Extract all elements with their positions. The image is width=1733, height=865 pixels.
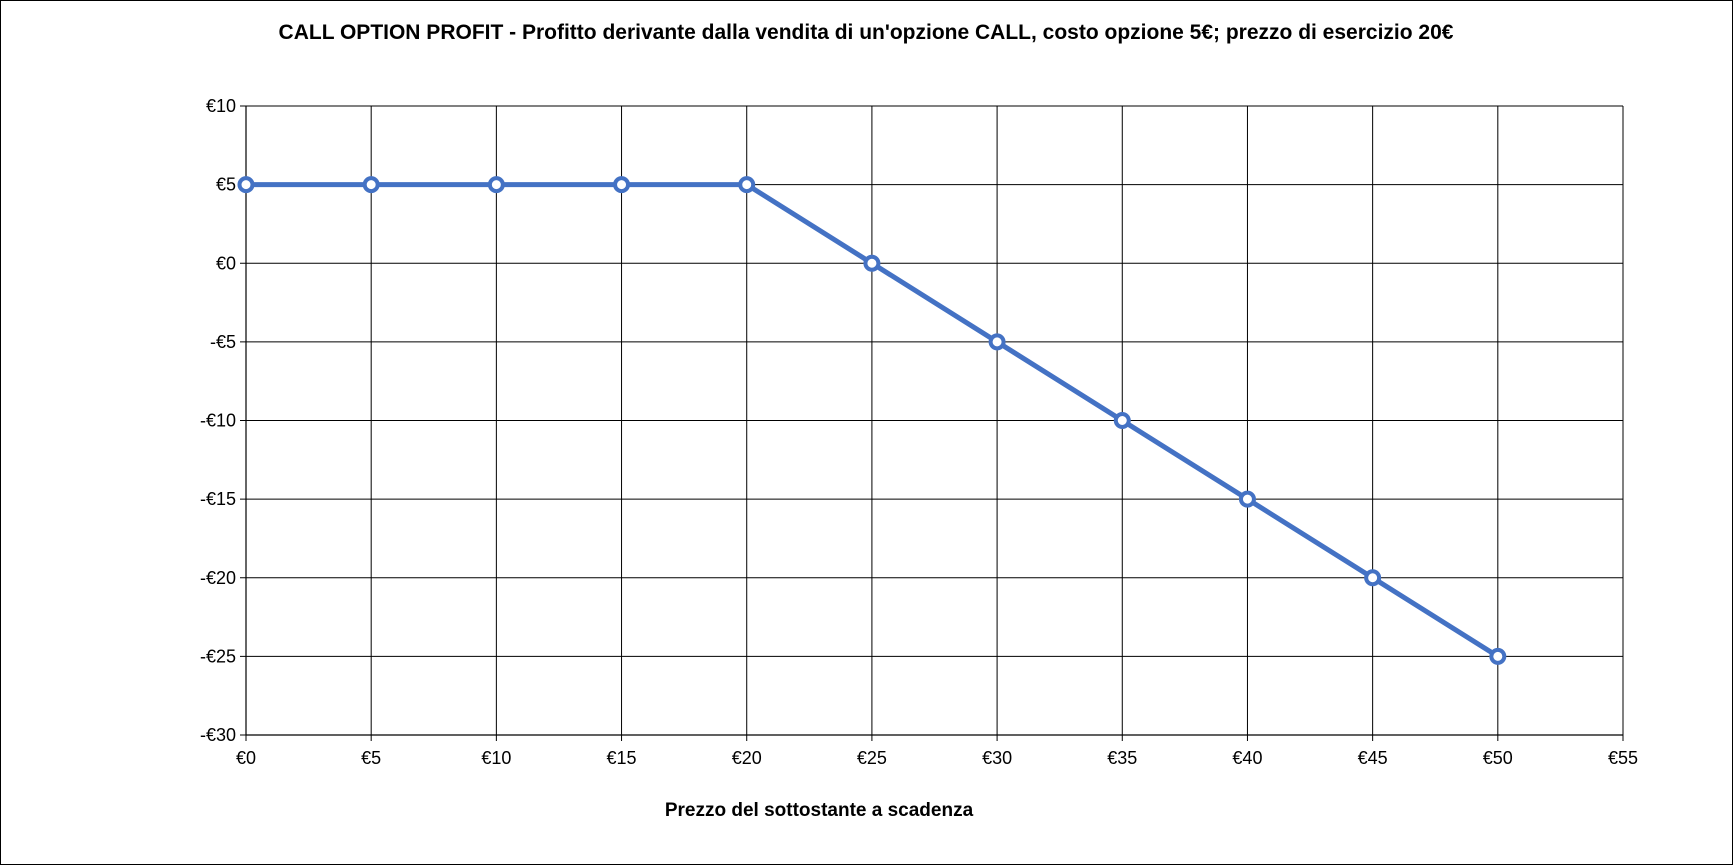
x-tick-label: €20 (732, 748, 762, 768)
x-tick-label: €35 (1107, 748, 1137, 768)
series-layer (237, 176, 1507, 665)
data-point (863, 254, 881, 272)
data-point (1364, 569, 1382, 587)
y-tick-label: €10 (206, 96, 236, 116)
x-tick-label: €45 (1358, 748, 1388, 768)
y-tick-label: -€25 (200, 646, 236, 666)
y-tick-label: -€30 (200, 725, 236, 745)
y-tick-label: -€15 (200, 489, 236, 509)
x-tick-label: €50 (1483, 748, 1513, 768)
y-tick-label: -€20 (200, 568, 236, 588)
y-tick-label: -€5 (210, 332, 236, 352)
y-tick-label: €5 (216, 175, 236, 195)
data-point (1238, 490, 1256, 508)
tick-label-layer: €10€5€0-€5-€10-€15-€20-€25-€30€0 €5 €10 €15… (200, 96, 1638, 768)
x-tick-label: €0 (236, 748, 256, 768)
y-tick-label: €0 (216, 253, 236, 273)
x-tick-label: €5 (361, 748, 381, 768)
data-point (487, 176, 505, 194)
grid-layer (245, 105, 1624, 736)
x-tick-label: €10 (481, 748, 511, 768)
data-point (988, 333, 1006, 351)
x-tick-label: €40 (1232, 748, 1262, 768)
x-axis-title: Prezzo del sottostante a scadenza (665, 800, 974, 821)
data-point (613, 176, 631, 194)
data-point (362, 176, 380, 194)
x-tick-label: €15 (607, 748, 637, 768)
x-tick-label: €30 (982, 748, 1012, 768)
axis-layer (240, 105, 1624, 741)
x-tick-label: €55 (1608, 748, 1638, 768)
data-point (1113, 412, 1131, 429)
data-point (1489, 647, 1507, 665)
data-point (237, 176, 255, 194)
data-point (738, 176, 756, 194)
chart-title: CALL OPTION PROFIT - Profitto derivante … (279, 21, 1454, 44)
x-tick-label: €25 (857, 748, 887, 768)
y-tick-label: -€10 (200, 411, 236, 431)
